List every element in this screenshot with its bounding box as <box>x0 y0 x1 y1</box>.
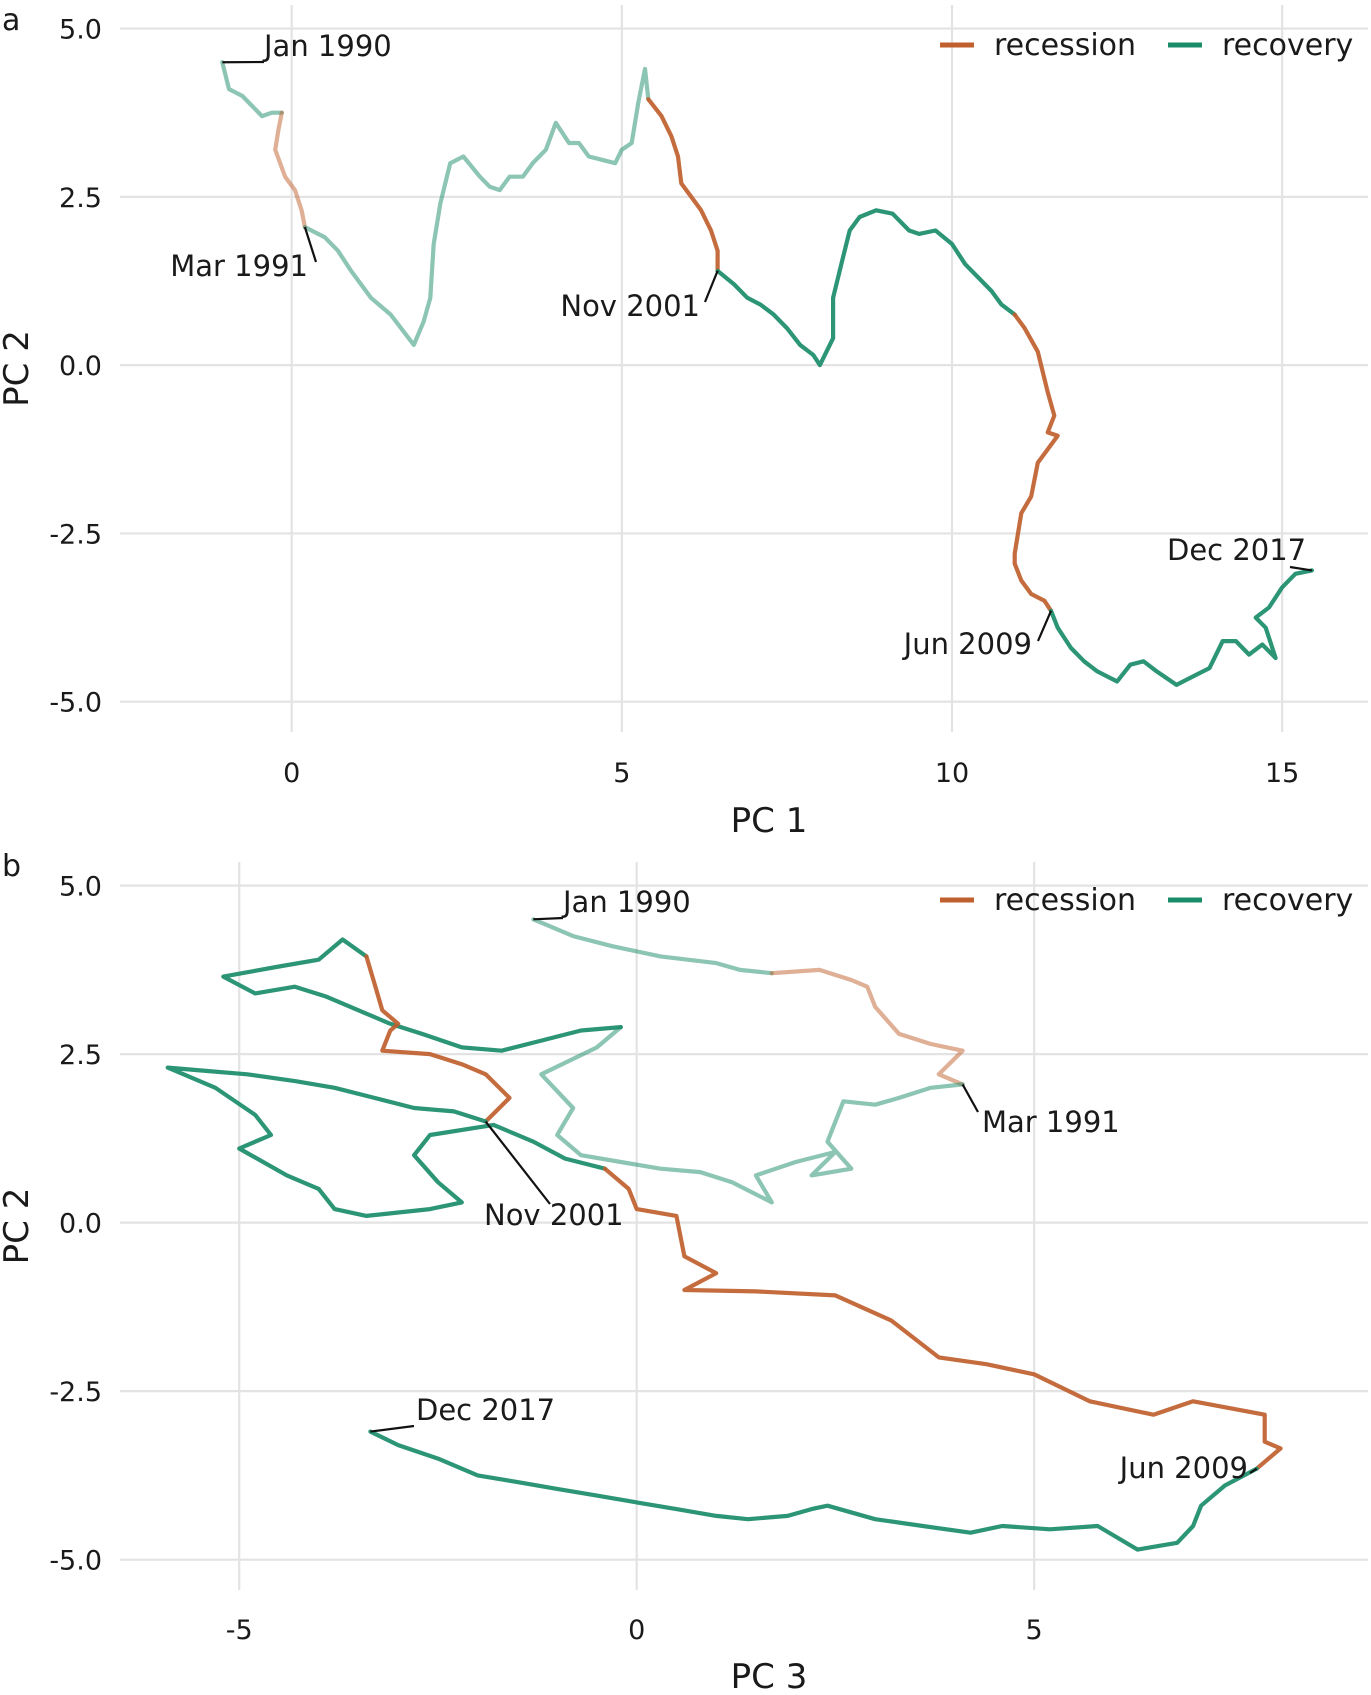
recovery-segment-line <box>165 1065 608 1219</box>
y-tick-label: -2.5 <box>49 519 102 550</box>
annotation-leader-line <box>533 916 564 921</box>
x-tick-label: 5 <box>1026 1615 1043 1646</box>
annotation-leader-line <box>703 270 719 303</box>
annotation-leader-line <box>370 1424 415 1433</box>
recovery-legend-label: recovery <box>1222 883 1353 918</box>
x-axis-title: PC 1 <box>731 801 808 841</box>
annotation-leader-line <box>303 226 318 263</box>
y-tick-label: 5.0 <box>59 872 102 903</box>
recession-segment-line <box>602 1166 1283 1471</box>
recovery-legend-label: recovery <box>1222 28 1353 63</box>
recession-legend-label: recession <box>994 883 1136 918</box>
y-tick-label: -2.5 <box>49 1377 102 1408</box>
y-tick-label: 5.0 <box>59 15 102 46</box>
x-tick-label: 0 <box>628 1615 645 1646</box>
x-tick-label: 0 <box>283 758 300 789</box>
annotation-leader-line <box>961 1083 979 1113</box>
x-tick-label: 5 <box>613 758 630 789</box>
recession-legend-label: recession <box>994 28 1136 63</box>
y-axis-title: PC 2 <box>0 330 37 407</box>
x-axis-title: PC 3 <box>731 1657 808 1695</box>
y-tick-label: 2.5 <box>59 183 102 214</box>
recovery-segment-line <box>531 917 774 976</box>
annotation-label: Dec 2017 <box>416 1393 555 1427</box>
y-tick-label: -5.0 <box>49 1546 102 1577</box>
annotation-label: Mar 1991 <box>170 249 308 283</box>
annotation-leader-line <box>484 1120 551 1205</box>
annotation-label: Dec 2017 <box>1167 533 1306 567</box>
recovery-segment-line <box>1048 568 1315 688</box>
annotation-label: Jun 2009 <box>902 627 1032 661</box>
recession-segment-line <box>769 967 965 1087</box>
annotation-label: Jan 1990 <box>262 29 392 63</box>
recovery-segment-line <box>539 1024 965 1205</box>
recession-segment-line <box>364 954 512 1124</box>
annotation-leader-line <box>1289 565 1313 572</box>
y-tick-label: 0.0 <box>59 1209 102 1240</box>
recovery-segment-line <box>220 60 284 119</box>
panel-label: a <box>2 3 20 38</box>
y-axis-title: PC 2 <box>0 1188 37 1265</box>
annotation-label: Nov 2001 <box>560 289 700 323</box>
x-tick-label: -5 <box>226 1615 253 1646</box>
legend: recession recovery <box>940 883 1353 918</box>
annotation-leader-line <box>1036 610 1053 642</box>
recession-segment-line <box>646 97 720 273</box>
annotation-label: Mar 1991 <box>982 1105 1120 1139</box>
recovery-segment-line <box>221 937 623 1053</box>
x-tick-label: 10 <box>935 758 969 789</box>
y-tick-label: 2.5 <box>59 1040 102 1071</box>
recovery-segment-line <box>302 66 651 347</box>
recession-segment-line <box>1012 312 1060 613</box>
panel-label: b <box>2 849 21 884</box>
annotation-label: Jan 1990 <box>561 885 691 919</box>
recovery-segment-line <box>715 208 1017 368</box>
legend: recession recovery <box>940 28 1353 63</box>
annotation-label: Nov 2001 <box>484 1198 624 1232</box>
recession-segment-line <box>273 110 307 230</box>
x-tick-label: 15 <box>1265 758 1299 789</box>
recovery-segment-line <box>368 1429 1259 1552</box>
chart-panel-a: 0 5 10 15 5.0 2.5 0.0 -2.5 -5.0 PC 1 PC 2 a Jan 1990… <box>0 3 1368 841</box>
chart-panel-b: -5 0 5 5.0 2.5 0.0 -2.5 -5.0 PC 3 PC 2 b Jan 1990 Ma… <box>0 849 1368 1695</box>
y-tick-label: 0.0 <box>59 351 102 382</box>
annotation-label: Jun 2009 <box>1118 1451 1248 1485</box>
annotation-leader-line <box>1249 1467 1258 1474</box>
y-tick-label: -5.0 <box>49 688 102 719</box>
